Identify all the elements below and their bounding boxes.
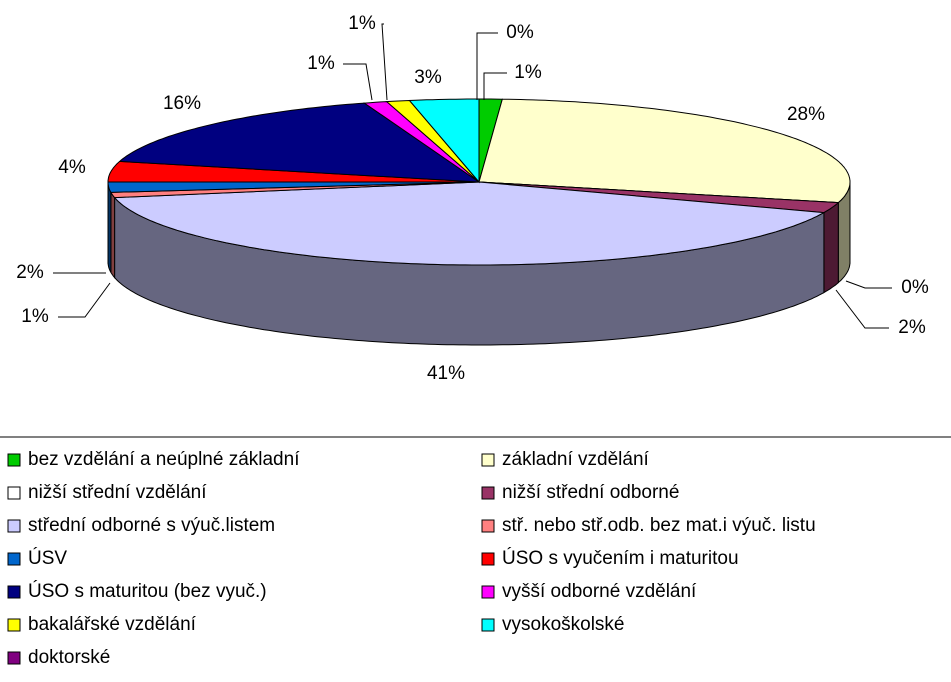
legend-label: vyšší odborné vzdělání (502, 581, 697, 602)
legend-swatch (481, 618, 495, 632)
legend-swatch (7, 486, 21, 500)
legend-label: ÚSO s maturitou (bez vyuč.) (28, 580, 267, 602)
legend-swatch (7, 552, 21, 566)
legend-swatch (481, 519, 495, 533)
legend-label: stř. nebo stř.odb. bez mat.i výuč. listu (502, 515, 816, 536)
leader-line (845, 280, 892, 289)
data-label: 16% (163, 93, 201, 114)
slice (107, 181, 480, 193)
slice (113, 181, 826, 266)
slice (118, 102, 481, 183)
slice-side (823, 201, 839, 294)
legend-swatch (7, 585, 21, 599)
leader-line (835, 289, 889, 329)
leader-line (58, 282, 111, 318)
leader-line (381, 23, 388, 101)
leader-line (483, 72, 507, 100)
legend-label: ÚSV (28, 547, 67, 569)
data-label: 4% (58, 157, 86, 178)
legend-label: doktorské (28, 647, 110, 668)
slice (478, 98, 851, 204)
legend-label: bez vzdělání a neúplné základní (28, 449, 300, 470)
data-label: 0% (506, 22, 534, 43)
legend-label: střední odborné s výuč.listem (28, 515, 275, 536)
data-label: 2% (898, 317, 926, 338)
legend-label: ÚSO s vyučením i maturitou (502, 547, 739, 569)
legend-label: nižší střední odborné (502, 482, 679, 503)
slice-side (107, 182, 112, 273)
legend-swatch (7, 651, 21, 665)
legend-swatch (481, 453, 495, 467)
legend-swatch (481, 486, 495, 500)
legend-label: nižší střední vzdělání (28, 482, 207, 503)
legend-label: základní vzdělání (502, 449, 650, 470)
data-label: 1% (514, 62, 542, 83)
data-label: 28% (787, 104, 825, 125)
leader-line (476, 32, 498, 100)
data-label: 1% (21, 306, 49, 327)
data-label: 3% (414, 67, 442, 88)
data-label: 2% (16, 262, 44, 283)
legend-swatch (7, 519, 21, 533)
legend-swatch (481, 585, 495, 599)
data-label: 41% (427, 363, 465, 384)
legend-label: bakalářské vzdělání (28, 614, 197, 635)
legend-swatch (7, 453, 21, 467)
leader-line (343, 63, 373, 101)
data-label: 1% (307, 53, 335, 74)
data-label: 1% (348, 13, 376, 34)
legend-swatch (481, 552, 495, 566)
slice-side (110, 190, 116, 279)
slice (408, 98, 480, 184)
legend-swatch (7, 618, 21, 632)
legend-label: vysokoškolské (502, 614, 625, 635)
data-label: 0% (901, 277, 929, 298)
